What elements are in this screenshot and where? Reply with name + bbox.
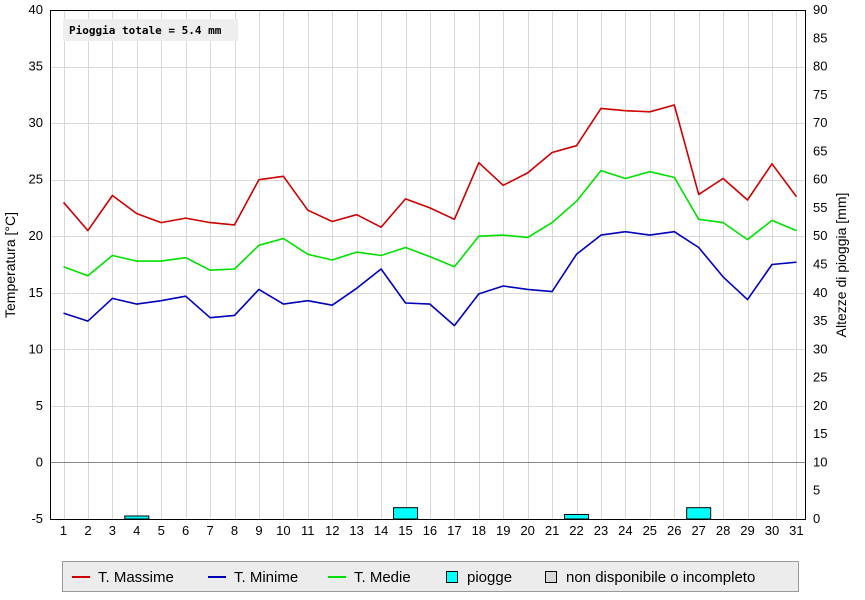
rain-bar [124,515,150,520]
x-tick-label: 27 [691,523,705,538]
left-tick-label: 10 [29,341,43,356]
x-tick-label: 1 [60,523,67,538]
right-tick-label: 50 [813,228,827,243]
right-tick-label: 15 [813,426,827,441]
right-tick-label: 40 [813,285,827,300]
x-tick-label: 31 [789,523,803,538]
legend-swatch-non-disponibile-o-incompleto [545,571,557,583]
legend-label-non-disponibile-o-incompleto: non disponibile o incompleto [566,569,755,586]
rain-bar [686,507,712,520]
legend-label-t-minime: T. Minime [234,569,298,586]
right-tick-label: 70 [813,115,827,130]
x-tick-label: 6 [182,523,189,538]
x-tick-label: 17 [447,523,461,538]
x-tick-label: 19 [496,523,510,538]
x-tick-label: 8 [231,523,238,538]
right-tick-label: 25 [813,370,827,385]
grid-lines [50,10,805,519]
x-tick-label: 24 [618,523,632,538]
left-tick-label: 35 [29,59,43,74]
x-tick-label: 23 [594,523,608,538]
x-tick-label: 3 [109,523,116,538]
right-tick-label: 55 [813,200,827,215]
rain-bar [564,513,590,520]
series-line-t-minime [63,230,797,327]
right-tick-label: 45 [813,257,827,272]
legend-swatch-piogge [446,571,458,583]
right-tick-label: 30 [813,341,827,356]
x-tick-label: 30 [765,523,779,538]
right-tick-label: 20 [813,398,827,413]
plot-frame [50,10,806,520]
x-tick-label: 25 [643,523,657,538]
legend-items: T. Massime T. Minime T. Medie piogge non dis… [72,569,755,586]
legend-label-piogge: piogge [467,569,512,586]
series-line-t-massime [62,104,798,232]
right-tick-label: 35 [813,313,827,328]
legend-label-t-massime: T. Massime [98,569,174,586]
x-tick-label: 13 [349,523,363,538]
left-tick-label: 5 [36,398,43,413]
x-tick-label: 21 [545,523,559,538]
left-axis-ticks: 40 35 30 25 20 15 10 5 0 -5 [29,2,43,526]
x-tick-label: 12 [325,523,339,538]
x-tick-label: 5 [158,523,165,538]
right-tick-label: 85 [813,30,827,45]
right-tick-label: 60 [813,172,827,187]
x-tick-label: 16 [423,523,437,538]
legend-label-t-medie: T. Medie [354,569,411,586]
left-tick-label: 30 [29,115,43,130]
x-tick-label: 20 [520,523,534,538]
x-tick-label: 7 [206,523,213,538]
x-tick-label: 29 [740,523,754,538]
x-tick-label: 11 [301,523,315,538]
left-axis-title: Temperatura [°C] [2,212,18,318]
x-tick-label: 18 [472,523,486,538]
rain-total-annotation: Pioggia totale = 5.4 mm [63,19,238,41]
right-tick-label: 90 [813,2,827,17]
right-tick-label: 75 [813,87,827,102]
right-axis-title: Altezze di pioggia [mm] [833,193,849,338]
left-tick-label: 0 [36,454,43,469]
rain-bar [393,507,419,520]
legend: T. Massime T. Minime T. Medie piogge non dis… [62,561,799,592]
left-tick-label: 20 [29,228,43,243]
rain-bars [124,507,712,520]
right-tick-label: 5 [813,483,820,498]
x-tick-label: 22 [569,523,583,538]
x-tick-label: 28 [716,523,730,538]
right-tick-label: 10 [813,454,827,469]
x-tick-label: 4 [133,523,140,538]
left-tick-label: 40 [29,2,43,17]
left-tick-label: -5 [31,511,43,526]
x-tick-label: 14 [374,523,388,538]
right-tick-label: 0 [813,511,820,526]
right-tick-label: 65 [813,143,827,158]
left-tick-label: 25 [29,172,43,187]
temperature-series [62,104,798,327]
x-tick-label: 2 [84,523,91,538]
x-tick-label: 15 [398,523,412,538]
series-line-t-medie [63,169,797,277]
right-tick-label: 80 [813,59,827,74]
x-tick-label: 10 [276,523,290,538]
x-tick-label: 26 [667,523,681,538]
x-tick-label: 9 [255,523,262,538]
rain-total-text: Pioggia totale = 5.4 mm [69,24,222,37]
x-axis-ticks: 1 2 3 4 5 6 7 8 9 10 11 12 13 14 15 16 17 18 19 20 21 22 23 24 2… [60,523,804,538]
left-tick-label: 15 [29,285,43,300]
